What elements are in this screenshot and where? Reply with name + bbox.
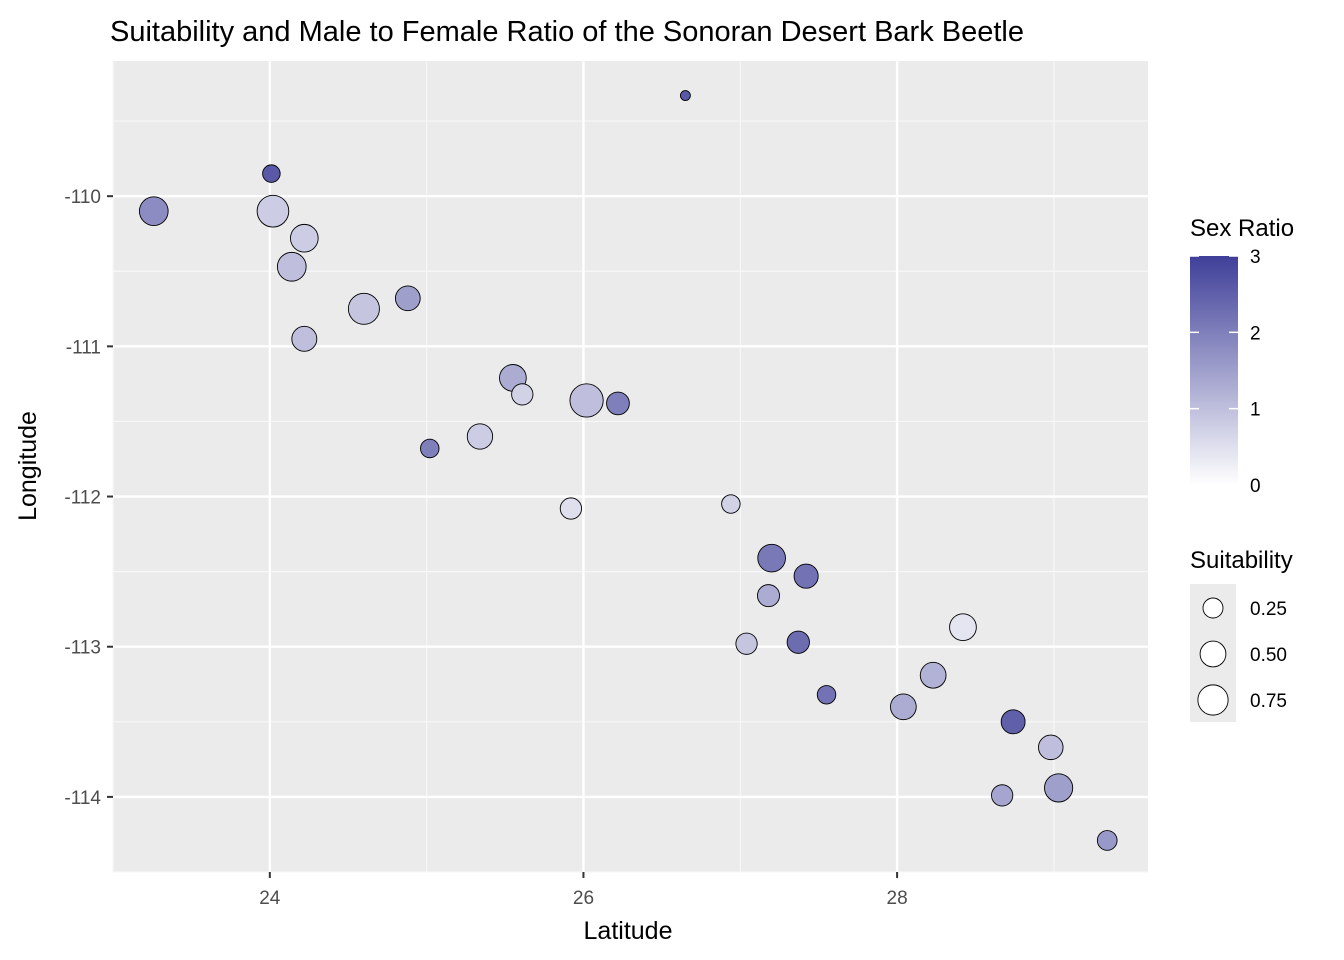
data-point <box>679 90 691 101</box>
colorbar-label: 0 <box>1250 476 1261 497</box>
y-tick-label: -112 <box>64 488 101 509</box>
data-point <box>290 223 319 253</box>
data-point <box>276 251 307 282</box>
plot-panel <box>113 61 1148 872</box>
colorbar-label: 2 <box>1250 323 1261 344</box>
colorbar-label: 3 <box>1250 247 1261 268</box>
data-point <box>757 543 786 573</box>
data-point <box>721 494 741 514</box>
data-point <box>949 613 977 642</box>
data-point <box>262 164 281 183</box>
data-point <box>1038 734 1064 761</box>
data-point <box>1044 773 1074 803</box>
data-point <box>1096 830 1118 851</box>
data-point <box>291 325 318 352</box>
data-point <box>569 383 604 418</box>
data-point <box>991 784 1014 807</box>
chart-title: Suitability and Male to Female Ratio of … <box>110 16 1024 48</box>
size-key-label: 0.25 <box>1250 599 1287 620</box>
sex-ratio-colorbar <box>1190 256 1238 485</box>
data-point <box>786 630 810 654</box>
x-axis-title: Latitude <box>584 917 673 945</box>
data-point <box>890 693 917 721</box>
sex-ratio-legend-title: Sex Ratio <box>1190 215 1294 242</box>
size-key-label: 0.50 <box>1250 645 1287 666</box>
data-point <box>347 292 380 325</box>
y-tick-label: -111 <box>66 337 101 358</box>
data-point <box>735 632 758 655</box>
data-point <box>394 285 421 312</box>
data-point <box>606 391 630 416</box>
x-tick-label: 26 <box>573 888 594 909</box>
size-key-circle <box>1197 684 1229 716</box>
colorbar-ticks: 0 1 2 3 <box>1190 247 1261 497</box>
data-point <box>511 383 534 406</box>
suitability-legend-title: Suitability <box>1190 547 1293 574</box>
size-key-label: 0.75 <box>1250 691 1287 712</box>
data-point <box>919 661 947 689</box>
y-tick-label: -114 <box>64 788 101 809</box>
data-point <box>1000 709 1026 735</box>
colorbar-label: 1 <box>1250 400 1261 421</box>
data-point <box>793 563 819 589</box>
data-point <box>757 584 780 608</box>
data-point <box>420 438 440 459</box>
suitability-legend-keys: 0.25 0.50 0.75 <box>1197 597 1287 716</box>
x-tick-label: 28 <box>887 888 908 909</box>
x-tick-label: 24 <box>259 888 281 909</box>
data-point <box>816 685 837 705</box>
data-point <box>138 196 169 227</box>
sex-ratio-legend: Sex Ratio 0 1 2 3 <box>1190 215 1294 497</box>
suitability-legend: Suitability 0.25 0.50 0.75 <box>1190 547 1293 722</box>
data-point <box>466 423 494 450</box>
data-point <box>559 497 583 520</box>
data-points <box>138 90 1118 851</box>
y-tick-label: -110 <box>64 187 101 208</box>
size-key-circle <box>1199 640 1227 668</box>
axes: 24 26 28 -110 -111 -112 -113 -114 <box>64 187 907 909</box>
y-tick-label: -113 <box>64 638 101 659</box>
size-key-circle <box>1202 597 1224 619</box>
y-axis-title: Longitude <box>14 411 42 521</box>
data-point <box>256 194 290 228</box>
